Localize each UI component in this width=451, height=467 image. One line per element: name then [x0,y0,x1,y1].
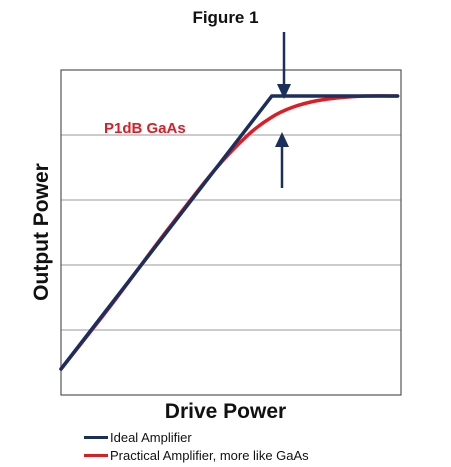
legend-label-practical: Practical Amplifier, more like GaAs [110,447,309,463]
legend-swatch-ideal [84,435,108,439]
grid-lines [61,134,401,331]
legend-label-ideal: Ideal Amplifier [110,429,192,445]
p1db-annotation: P1dB GaAs [104,120,186,137]
legend-item-ideal: Ideal Amplifier [84,428,309,446]
series-group [59,94,400,371]
series-line-ideal [59,94,400,371]
x-axis-label: Drive Power [164,400,287,423]
compression-arrows [275,32,291,188]
arrow-up-icon [275,132,289,188]
legend-item-practical: Practical Amplifier, more like GaAs [84,446,309,464]
chart-title: Figure 1 [192,8,259,27]
series-line-practical [59,94,400,371]
legend: Ideal Amplifier Practical Amplifier, mor… [84,428,309,464]
arrow-down-icon [277,32,291,99]
legend-swatch-practical [84,453,108,457]
plot-frame [60,69,402,396]
